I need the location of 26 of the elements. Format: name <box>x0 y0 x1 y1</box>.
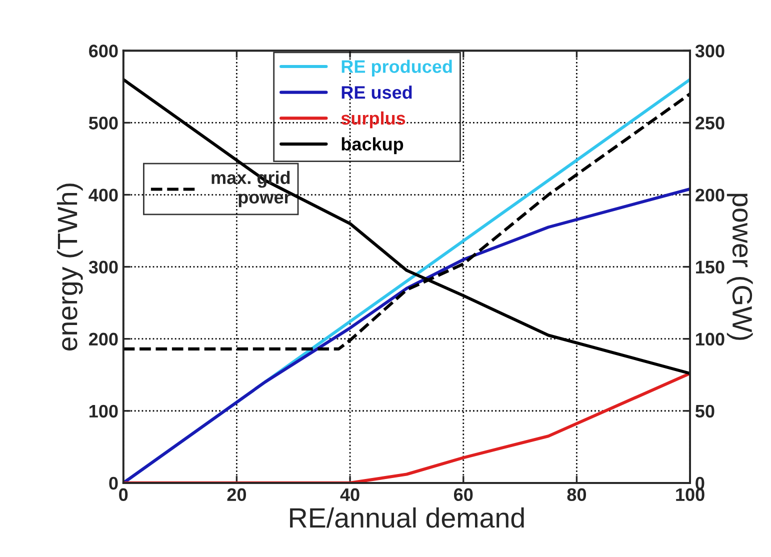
legend-label: backup <box>342 137 404 154</box>
legend-label: RE produced <box>342 60 452 77</box>
y-tick-label: 100 <box>90 404 118 418</box>
y2-axis-title: power (GW) <box>726 194 753 340</box>
y2-tick-label: 300 <box>695 44 724 58</box>
y-axis-title: energy (TWh) <box>56 184 83 351</box>
y2-tick-label: 150 <box>696 260 724 274</box>
x-tick-label: 80 <box>567 488 586 502</box>
x-tick-label: 0 <box>119 488 128 502</box>
y2-tick-label: 100 <box>696 332 724 346</box>
x-axis-title: RE/annual demand <box>290 507 524 528</box>
y-tick-label: 400 <box>88 188 118 202</box>
y2-tick-label: 50 <box>695 404 714 418</box>
y2-tick-label: 250 <box>696 116 724 130</box>
x-tick-label: 100 <box>676 488 704 502</box>
x-tick-label: 20 <box>227 488 246 502</box>
legend-label: RE used <box>342 86 412 99</box>
y-tick-label: 200 <box>89 332 118 346</box>
x-tick-label: 60 <box>454 488 473 502</box>
y-tick-label: 600 <box>89 44 118 58</box>
y-tick-label: 0 <box>109 476 118 490</box>
y2-tick-label: 200 <box>696 188 724 202</box>
y-tick-label: 300 <box>88 260 118 274</box>
y-tick-label: 500 <box>88 116 118 130</box>
legend-label: surplus <box>341 111 406 128</box>
x-tick-label: 40 <box>340 488 360 502</box>
